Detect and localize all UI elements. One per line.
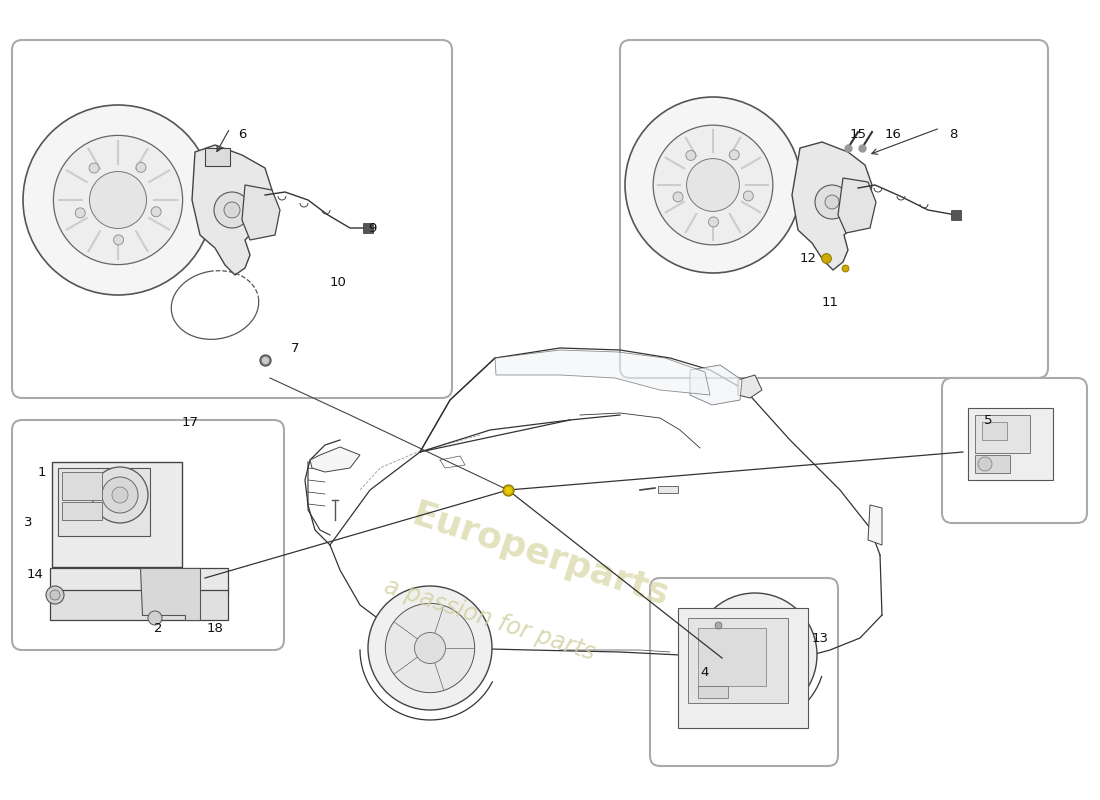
- Text: 15: 15: [849, 129, 867, 142]
- Circle shape: [739, 639, 770, 670]
- Bar: [982, 422, 1007, 440]
- Circle shape: [112, 487, 128, 503]
- Text: 16: 16: [884, 129, 901, 142]
- Bar: [968, 408, 1053, 480]
- Text: 9: 9: [367, 222, 376, 234]
- FancyBboxPatch shape: [12, 40, 452, 398]
- FancyBboxPatch shape: [650, 578, 838, 766]
- Circle shape: [136, 162, 146, 172]
- Text: 5: 5: [983, 414, 992, 426]
- Circle shape: [113, 235, 123, 245]
- Text: 17: 17: [182, 415, 198, 429]
- Text: 3: 3: [24, 515, 32, 529]
- Circle shape: [89, 171, 146, 229]
- Text: 8: 8: [949, 129, 957, 142]
- Circle shape: [825, 195, 839, 209]
- Polygon shape: [738, 375, 762, 398]
- Text: 13: 13: [812, 631, 828, 645]
- Bar: [658, 486, 678, 493]
- Bar: [50, 590, 228, 620]
- Polygon shape: [495, 350, 710, 395]
- Bar: [52, 462, 182, 567]
- Circle shape: [102, 477, 138, 513]
- Circle shape: [978, 457, 992, 471]
- FancyBboxPatch shape: [12, 420, 284, 650]
- Text: 1: 1: [37, 466, 46, 478]
- Bar: [688, 618, 788, 703]
- FancyBboxPatch shape: [620, 40, 1048, 378]
- Circle shape: [385, 603, 474, 693]
- Circle shape: [89, 163, 99, 173]
- Polygon shape: [242, 185, 280, 240]
- Circle shape: [673, 192, 683, 202]
- Polygon shape: [310, 447, 360, 472]
- Text: Europerparts: Europerparts: [407, 498, 673, 613]
- Circle shape: [46, 586, 64, 604]
- Text: 14: 14: [26, 569, 43, 582]
- Text: 4: 4: [701, 666, 710, 678]
- Bar: [58, 468, 150, 536]
- Circle shape: [686, 150, 696, 161]
- Polygon shape: [140, 568, 200, 620]
- Bar: [62, 472, 102, 500]
- Polygon shape: [838, 178, 876, 233]
- FancyBboxPatch shape: [942, 378, 1087, 523]
- Text: 6: 6: [238, 129, 246, 142]
- Circle shape: [75, 208, 85, 218]
- Polygon shape: [868, 505, 882, 545]
- Polygon shape: [192, 145, 272, 275]
- Circle shape: [744, 191, 754, 201]
- Circle shape: [729, 150, 739, 160]
- Circle shape: [653, 125, 773, 245]
- Circle shape: [92, 467, 148, 523]
- Text: a passion for parts: a passion for parts: [382, 574, 598, 666]
- Circle shape: [148, 611, 162, 625]
- Circle shape: [625, 97, 801, 273]
- Bar: [975, 455, 1010, 473]
- Text: 10: 10: [330, 277, 346, 290]
- Text: 2: 2: [154, 622, 163, 634]
- Bar: [698, 628, 766, 686]
- Text: 11: 11: [822, 295, 838, 309]
- Circle shape: [693, 593, 817, 717]
- Polygon shape: [690, 365, 743, 405]
- Circle shape: [50, 590, 60, 600]
- Bar: [62, 502, 102, 520]
- Circle shape: [708, 217, 718, 227]
- Bar: [50, 568, 228, 593]
- Bar: [975, 415, 1030, 453]
- Circle shape: [815, 185, 849, 219]
- Circle shape: [214, 192, 250, 228]
- Circle shape: [54, 135, 183, 265]
- Circle shape: [415, 633, 446, 663]
- Circle shape: [224, 202, 240, 218]
- Circle shape: [151, 206, 161, 217]
- Text: 7: 7: [290, 342, 299, 354]
- Text: 12: 12: [800, 251, 816, 265]
- Circle shape: [686, 158, 739, 211]
- Circle shape: [368, 586, 492, 710]
- Circle shape: [711, 610, 800, 700]
- Polygon shape: [792, 142, 872, 270]
- Bar: [205, 148, 230, 166]
- Bar: [678, 608, 808, 728]
- Circle shape: [23, 105, 213, 295]
- Text: 18: 18: [207, 622, 223, 634]
- Bar: [698, 686, 728, 698]
